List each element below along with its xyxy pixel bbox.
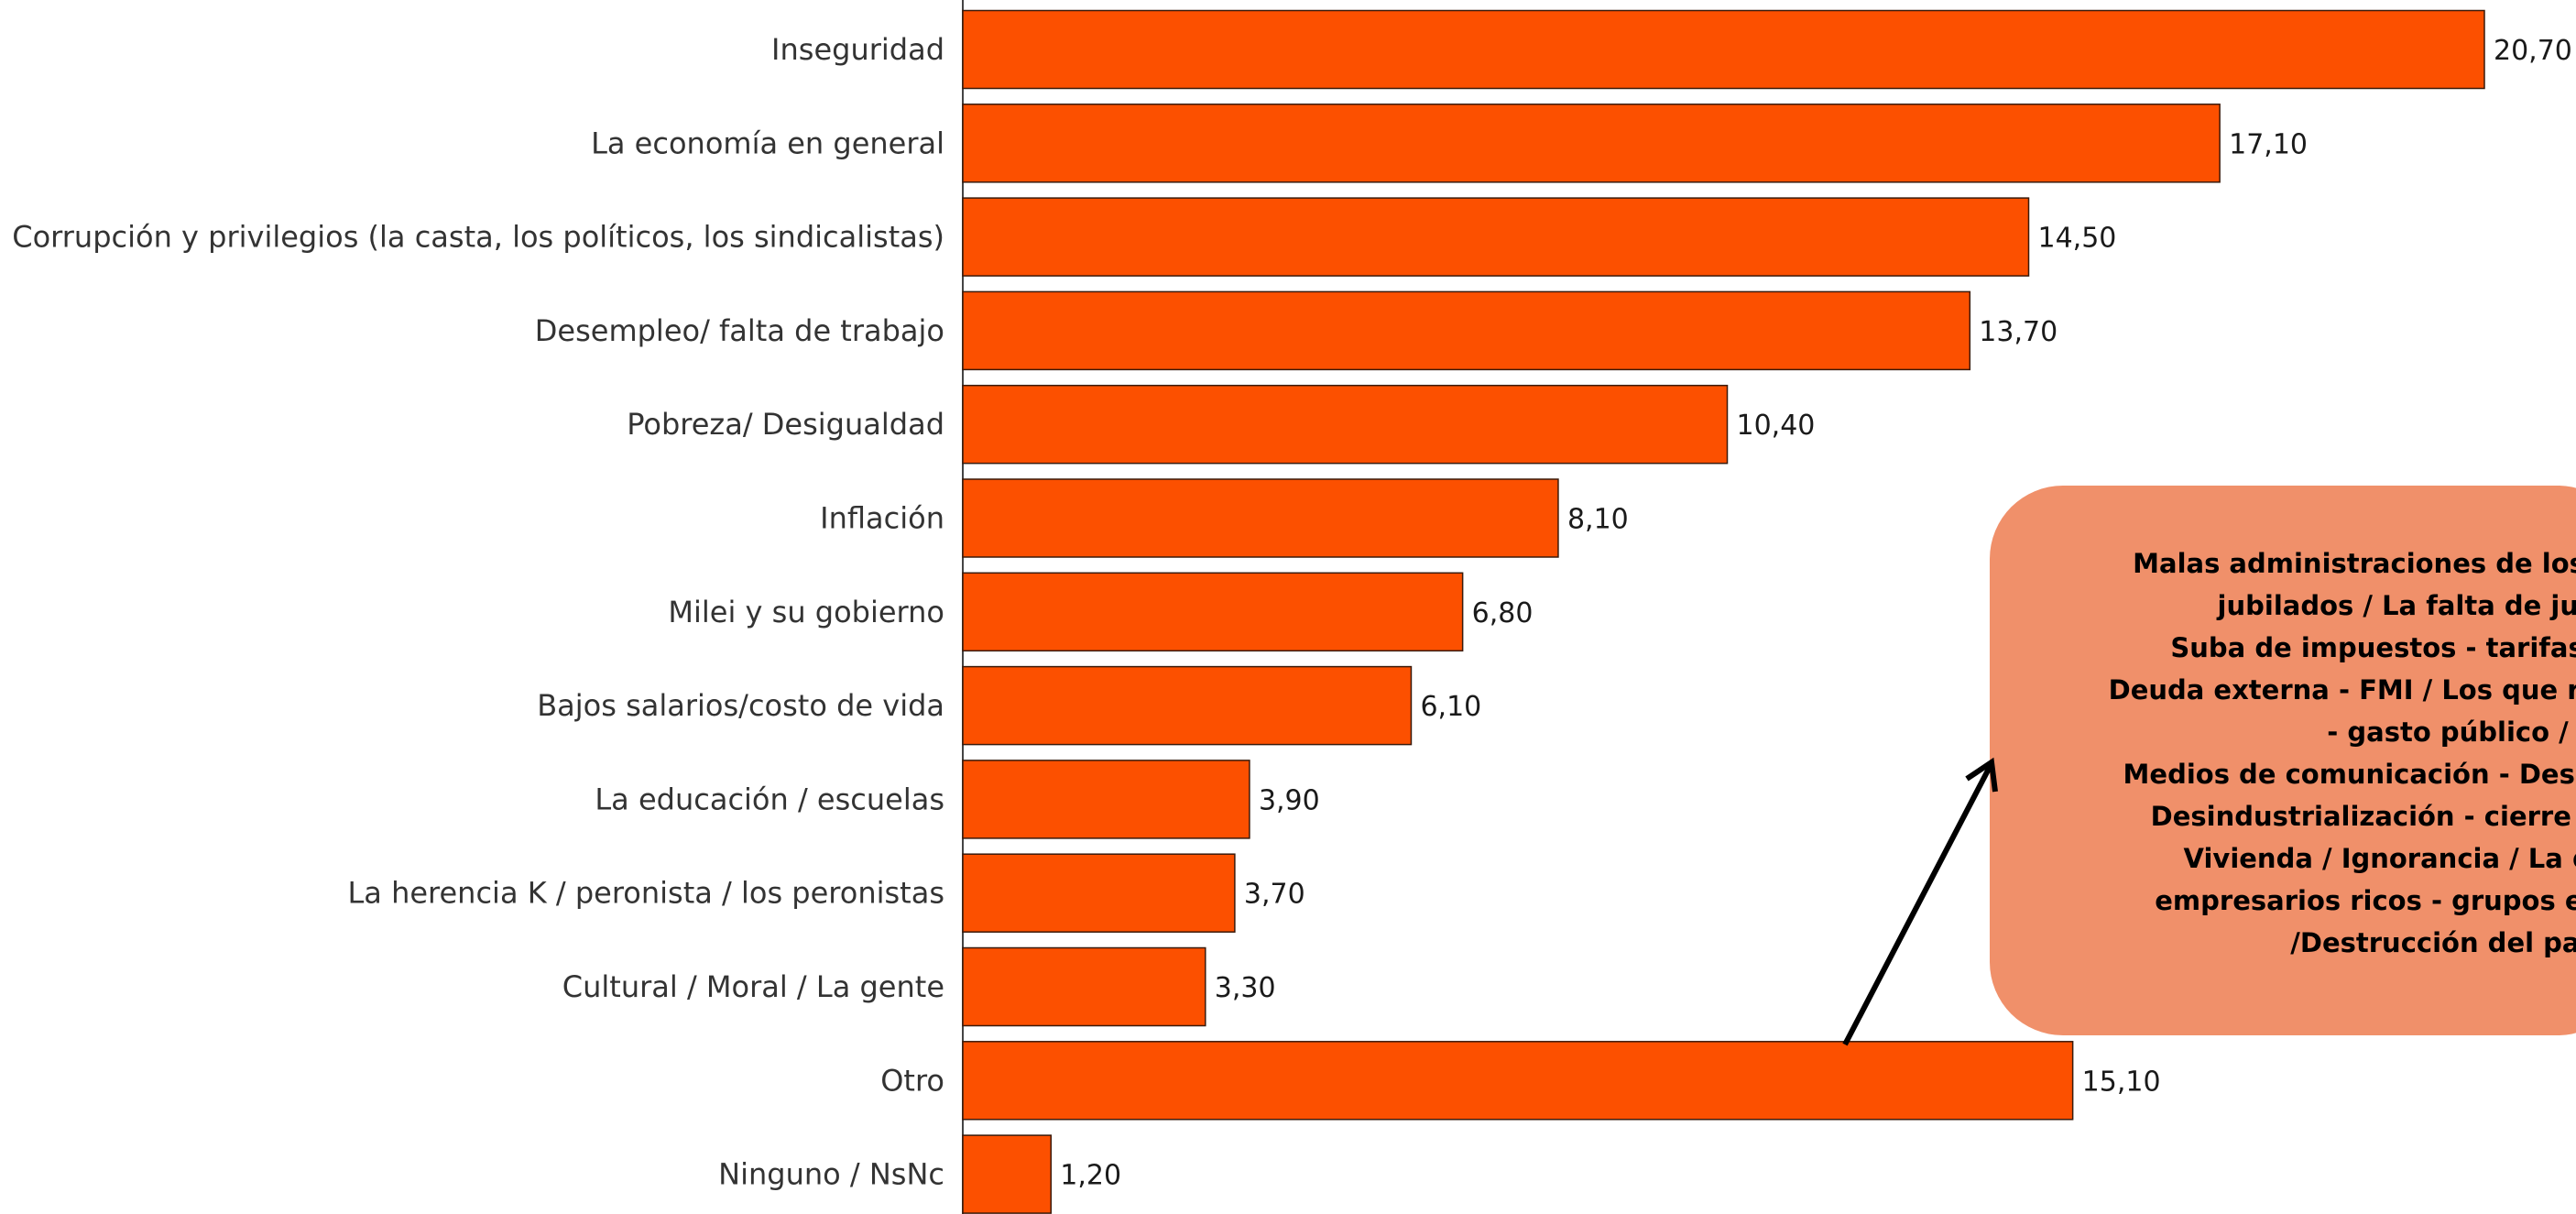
category-label: La educación / escuelas xyxy=(595,782,944,816)
bar xyxy=(962,665,1413,746)
value-label: 10,40 xyxy=(1737,410,1816,442)
value-label: 20,70 xyxy=(2494,35,2572,67)
annotation-line: Malas administraciones de los gobiernos … xyxy=(2133,548,2576,579)
annotation-line: Deuda externa - FMI / Los que reciben pl… xyxy=(2108,674,2576,705)
value-label: 15,10 xyxy=(2082,1066,2161,1098)
bar xyxy=(962,197,2030,277)
annotation-line: - gasto público / xyxy=(2327,716,2569,748)
category-label: La herencia K / peronista / los peronist… xyxy=(347,876,944,911)
value-label: 6,80 xyxy=(1472,597,1534,629)
annotation-line: empresarios ricos - grupos económicos xyxy=(2155,885,2576,916)
bar xyxy=(962,9,2485,90)
value-label: 13,70 xyxy=(1979,316,2058,348)
category-label: Otro xyxy=(880,1063,944,1098)
annotation-line: jubilados / La falta de justicia / xyxy=(2217,590,2576,621)
annotation-line: Desindustrialización - cierre empresas / xyxy=(2150,801,2576,832)
bar xyxy=(962,104,2221,183)
category-label: Pobreza/ Desigualdad xyxy=(627,407,944,442)
value-label: 6,10 xyxy=(1420,691,1481,723)
value-labels-group: 20,70 17,10 14,50 13,70 10,40 8,10 6,80 6,10 3,9… xyxy=(1060,35,2572,1192)
bar xyxy=(962,572,1464,652)
otro-annotation-box: Malas administraciones de los gobiernos … xyxy=(1990,486,2576,1035)
category-label: Cultural / Moral / La gente xyxy=(562,969,944,1004)
value-label: 1,20 xyxy=(1060,1160,1121,1192)
category-label: Ninguno / NsNc xyxy=(718,1157,944,1192)
category-label: Inflación xyxy=(820,501,944,536)
value-label: 3,70 xyxy=(1244,879,1305,911)
bar xyxy=(962,1041,2074,1121)
category-label: Inseguridad xyxy=(771,32,944,67)
annotation-line: Medios de comunicación - Desinformación … xyxy=(2123,759,2576,790)
category-labels-group: Inseguridad La economía en general Corrupc… xyxy=(12,32,944,1192)
bar xyxy=(962,478,1559,558)
annotation-line: Vivienda / Ignorancia / La derecha / xyxy=(2183,843,2576,874)
bar xyxy=(962,1134,1053,1214)
category-label: Corrupción y privilegios (la casta, los … xyxy=(12,220,944,255)
bar xyxy=(962,760,1250,839)
bar xyxy=(962,290,1971,371)
category-label: Milei y su gobierno xyxy=(668,595,944,629)
category-label: La economía en general xyxy=(591,126,944,160)
bar xyxy=(962,853,1236,933)
value-label: 3,30 xyxy=(1215,972,1276,1004)
category-label: Desempleo/ falta de trabajo xyxy=(535,313,944,348)
value-label: 14,50 xyxy=(2038,223,2117,255)
bar xyxy=(962,384,1729,465)
otro-annotation-text: Malas administraciones de los gobiernos … xyxy=(1990,542,2576,964)
value-label: 17,10 xyxy=(2229,128,2308,160)
bars-group xyxy=(962,9,2485,1214)
annotation-line: /Destrucción del país xyxy=(2290,927,2576,958)
bar xyxy=(962,946,1206,1027)
category-label: Bajos salarios/costo de vida xyxy=(537,688,944,723)
value-label: 8,10 xyxy=(1567,504,1629,536)
value-label: 3,90 xyxy=(1259,784,1320,816)
annotation-line: Suba de impuestos - tarifas - ajuste / xyxy=(2170,632,2576,663)
